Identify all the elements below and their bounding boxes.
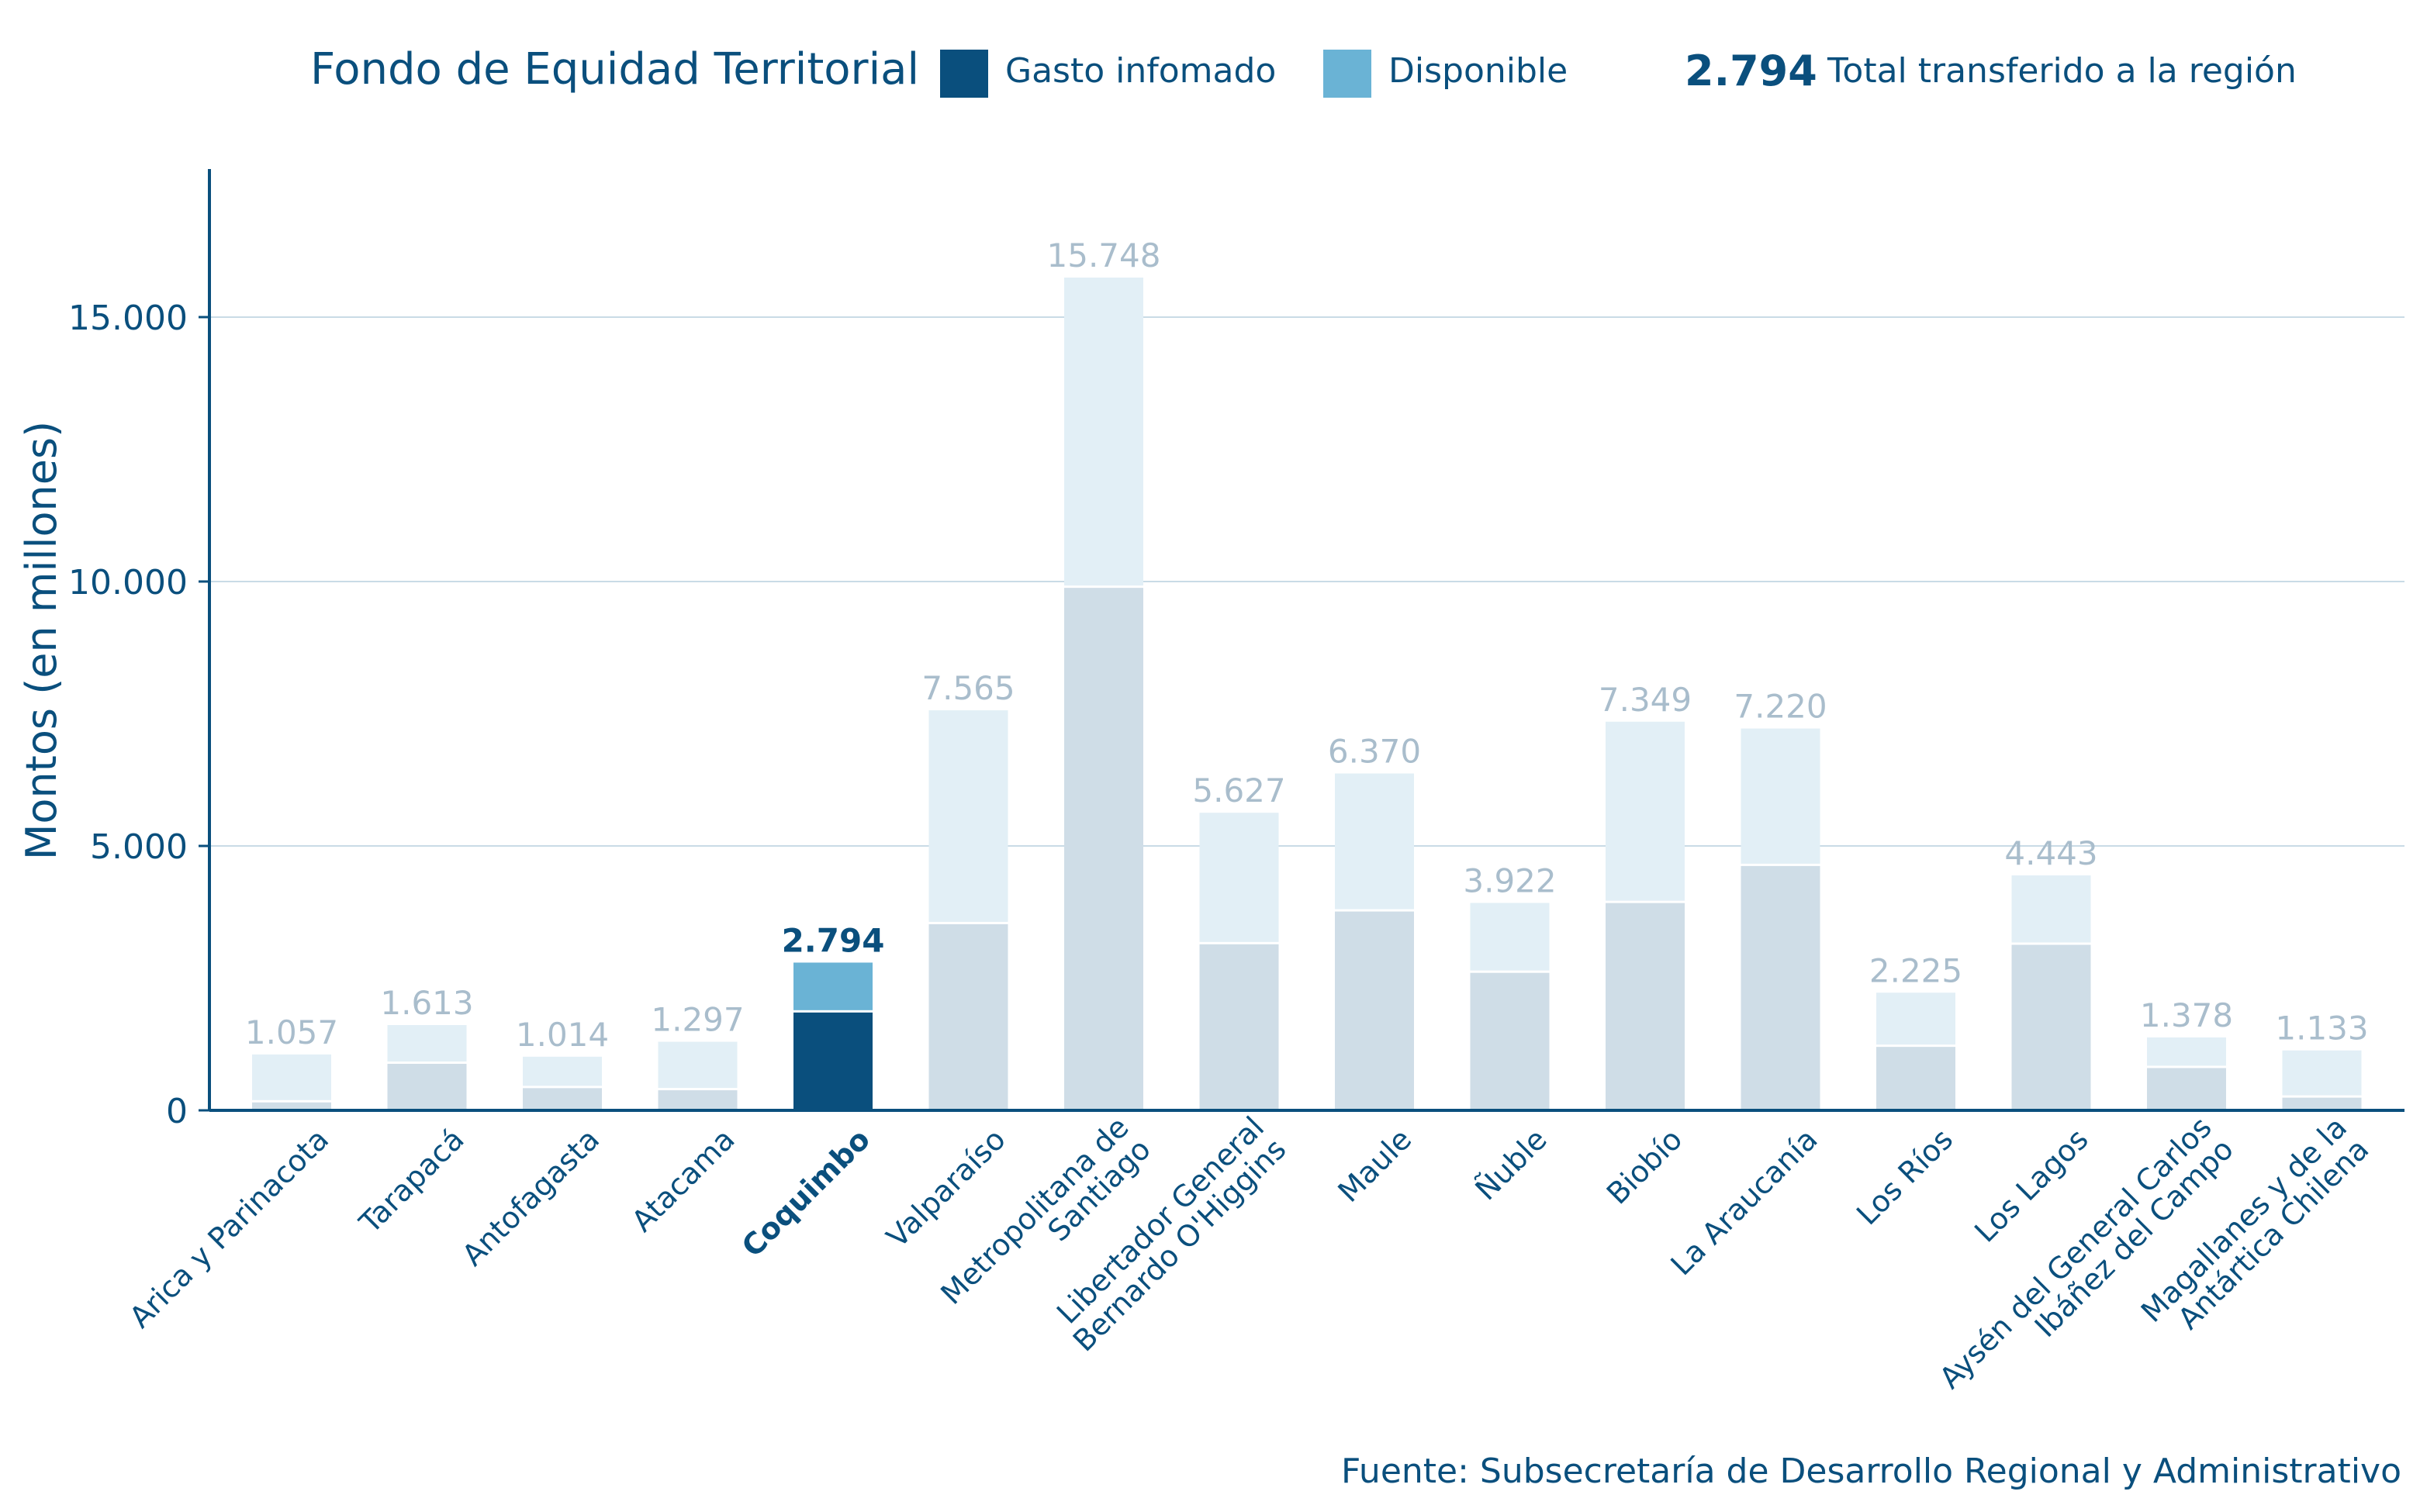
bar-disponible (2011, 875, 2091, 943)
bar-total-label: 7.349 (1599, 681, 1692, 719)
bar-gasto (1741, 865, 1820, 1110)
y-axis-title: Montos (en millones) (17, 421, 66, 860)
bar-gasto (658, 1090, 738, 1110)
bar-total-label: 2.225 (1869, 951, 1962, 989)
bar-disponible (1741, 728, 1820, 864)
bar-gasto (523, 1088, 602, 1110)
legend-total-label: Total transferido a la región (1827, 51, 2297, 91)
bar-disponible (1199, 813, 1279, 942)
bar-gasto (252, 1102, 331, 1110)
bar-total-label: 1.057 (245, 1013, 338, 1051)
x-tick-label-line: Antofagasta (455, 1122, 606, 1272)
bar-total-label: 1.613 (380, 984, 473, 1022)
bar-disponible (523, 1056, 602, 1086)
x-tick-label: Los Ríos (1850, 1122, 1959, 1231)
bar-total-label: 1.014 (516, 1016, 609, 1054)
bar-disponible (252, 1054, 331, 1100)
bar-total-label: 7.565 (921, 669, 1015, 707)
bar-disponible (387, 1024, 467, 1062)
bar-gasto (2147, 1068, 2226, 1110)
axes: 0 5.000 10.000 15.000 (68, 169, 2404, 1131)
bar-total-label: 6.370 (1328, 733, 1421, 771)
bar-disponible (1876, 992, 1955, 1045)
bar-gasto (1606, 903, 1685, 1110)
x-tick-label: Maule (1331, 1122, 1418, 1209)
bar-disponible (2147, 1037, 2226, 1066)
gridlines (209, 316, 2404, 847)
bar-total-label: 5.627 (1192, 772, 1285, 810)
y-tick-label: 0 (166, 1092, 188, 1131)
x-tick-label: Coquimbo (735, 1122, 877, 1264)
bar-disponible (1064, 277, 1143, 586)
bar-gasto (1064, 588, 1143, 1110)
x-tick-label: Antofagasta (455, 1122, 606, 1272)
bar-disponible (658, 1041, 738, 1089)
x-tick-label-line: Coquimbo (735, 1122, 877, 1264)
bar-gasto (928, 923, 1008, 1110)
x-tick-label: Biobío (1600, 1122, 1689, 1210)
x-tick-label: Arica y Parinacota (123, 1122, 335, 1334)
x-tick-label: Ñuble (1468, 1122, 1553, 1206)
bar-total-label: 15.748 (1047, 236, 1161, 274)
legend-gasto-label: Gasto infomado (1005, 51, 1276, 91)
bar-total-label: 1.133 (2275, 1010, 2368, 1048)
y-tick-label: 5.000 (90, 827, 188, 867)
bar-disponible (928, 710, 1008, 922)
bar-gasto (2011, 944, 2091, 1110)
y-tick-label: 10.000 (68, 563, 188, 602)
bar-total-label: 1.378 (2140, 996, 2233, 1034)
legend-disponible-swatch (1323, 50, 1371, 98)
bar-gasto (1335, 911, 1414, 1110)
legend: Fondo de Equidad Territorial Gasto infom… (310, 44, 2297, 98)
x-tick-label: Tarapacá (352, 1122, 471, 1241)
bar-disponible (2282, 1050, 2362, 1096)
bar-total-label: 4.443 (2004, 834, 2097, 872)
legend-gasto-swatch (940, 50, 988, 98)
bar-total-label: 1.297 (651, 1001, 744, 1039)
x-tick-label-line: Atacama (625, 1122, 742, 1238)
bars (252, 277, 2362, 1110)
x-tick-label-line: Maule (1331, 1122, 1418, 1209)
bar-gasto (1199, 944, 1279, 1110)
bar-gasto (793, 1012, 873, 1110)
y-tick-label: 15.000 (68, 299, 188, 338)
bar-disponible (1606, 721, 1685, 901)
legend-disponible-label: Disponible (1388, 51, 1568, 91)
bar-gasto (1876, 1047, 1955, 1110)
bar-gasto (1470, 972, 1550, 1110)
bar-total-label: 3.922 (1463, 862, 1556, 900)
bar-disponible (1335, 773, 1414, 910)
x-tick-label-line: Tarapacá (352, 1122, 471, 1241)
value-labels: 1.057 1.613 1.014 1.297 2.794 7.565 15.748 5.62… (245, 236, 2369, 1054)
source-note: Fuente: Subsecretaría de Desarrollo Regi… (1341, 1452, 2401, 1491)
bar-disponible (793, 962, 873, 1010)
legend-title: Fondo de Equidad Territorial (310, 44, 919, 95)
x-tick-label-line: Ñuble (1468, 1122, 1553, 1206)
bar-gasto (387, 1063, 467, 1110)
bar-gasto (2282, 1097, 2362, 1110)
x-tick-label-line: Arica y Parinacota (123, 1122, 335, 1334)
bar-total-label: 7.220 (1734, 688, 1827, 726)
x-tick-label-line: Biobío (1600, 1122, 1689, 1210)
bar-disponible (1470, 903, 1550, 971)
legend-total-value: 2.794 (1685, 47, 1817, 95)
bar-total-label: 2.794 (782, 921, 885, 959)
x-tick-label: Atacama (625, 1122, 742, 1238)
x-tick-label-line: Los Ríos (1850, 1122, 1959, 1231)
